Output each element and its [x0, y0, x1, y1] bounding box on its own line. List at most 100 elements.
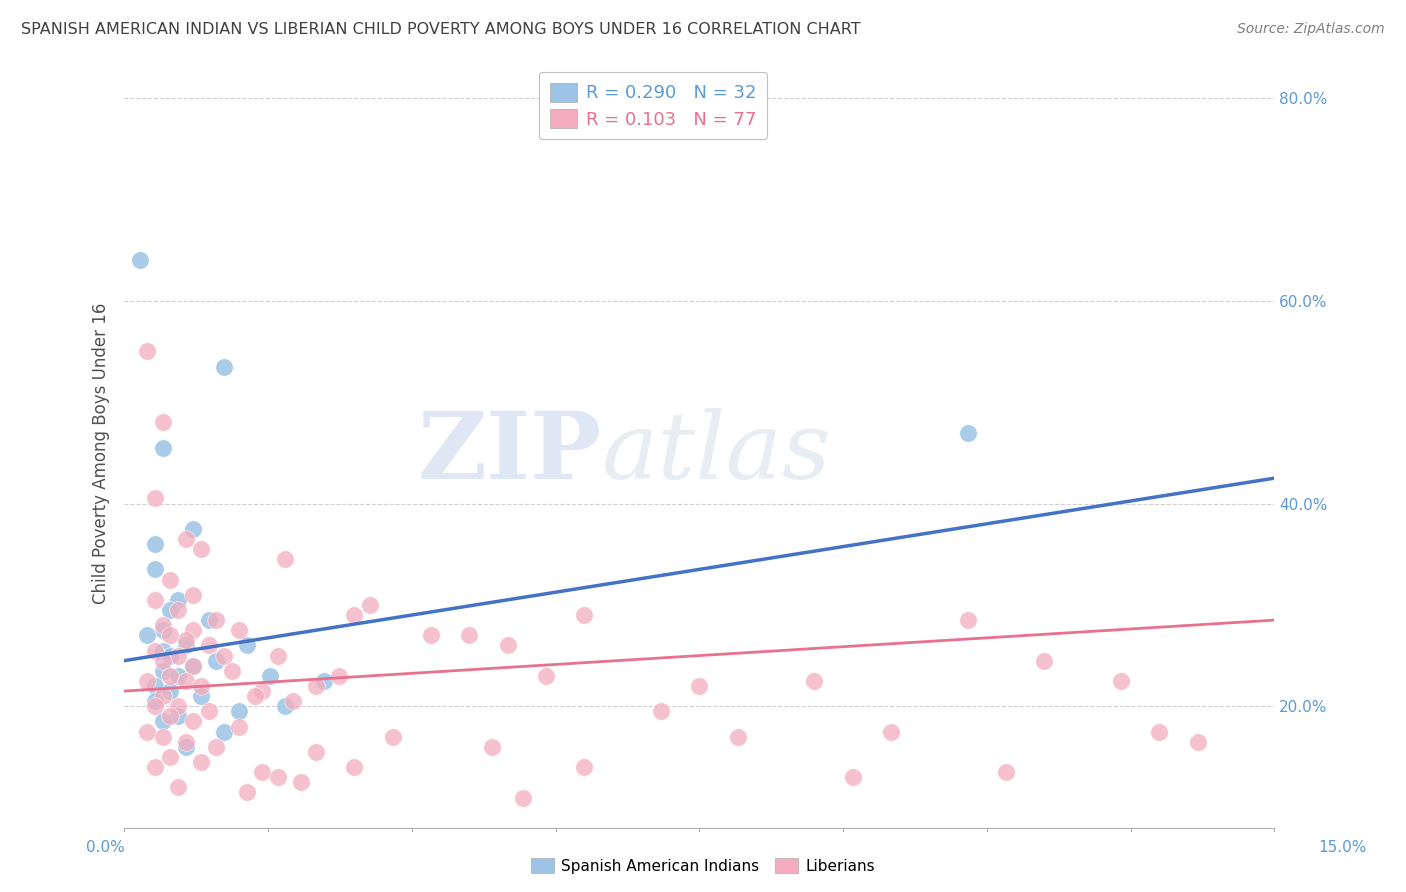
Y-axis label: Child Poverty Among Boys Under 16: Child Poverty Among Boys Under 16	[93, 302, 110, 604]
Point	[181, 658, 204, 673]
Point	[174, 633, 197, 648]
Point	[221, 664, 243, 678]
Point	[181, 714, 204, 729]
Point	[159, 684, 181, 698]
Point	[1149, 724, 1171, 739]
Point	[880, 724, 903, 739]
Point	[574, 760, 596, 774]
Point	[136, 628, 159, 642]
Point	[243, 689, 266, 703]
Point	[159, 573, 181, 587]
Point	[266, 648, 288, 663]
Point	[956, 425, 979, 440]
Point	[956, 613, 979, 627]
Point	[197, 613, 219, 627]
Text: 15.0%: 15.0%	[1319, 840, 1367, 855]
Point	[534, 669, 557, 683]
Point	[574, 607, 596, 622]
Point	[143, 491, 166, 506]
Point	[181, 658, 204, 673]
Point	[197, 639, 219, 653]
Point	[328, 669, 350, 683]
Point	[167, 709, 190, 723]
Point	[305, 745, 328, 759]
Point	[152, 643, 174, 657]
Point	[152, 416, 174, 430]
Point	[143, 699, 166, 714]
Point	[419, 628, 441, 642]
Point	[841, 770, 863, 784]
Point	[650, 704, 672, 718]
Point	[167, 592, 190, 607]
Point	[190, 679, 212, 693]
Point	[167, 699, 190, 714]
Point	[458, 628, 481, 642]
Point	[152, 618, 174, 632]
Point	[159, 669, 181, 683]
Point	[159, 709, 181, 723]
Point	[159, 628, 181, 642]
Point	[159, 648, 181, 663]
Point	[381, 730, 404, 744]
Point	[1033, 654, 1056, 668]
Point	[1187, 735, 1209, 749]
Point	[236, 785, 259, 799]
Point	[252, 765, 274, 780]
Point	[512, 790, 534, 805]
Point	[190, 689, 212, 703]
Point	[266, 770, 288, 784]
Point	[152, 441, 174, 455]
Point	[143, 562, 166, 576]
Legend: R = 0.290   N = 32, R = 0.103   N = 77: R = 0.290 N = 32, R = 0.103 N = 77	[538, 71, 768, 139]
Point	[343, 607, 366, 622]
Point	[259, 669, 281, 683]
Point	[688, 679, 710, 693]
Point	[727, 730, 749, 744]
Point	[281, 694, 304, 708]
Point	[181, 522, 204, 536]
Point	[212, 724, 235, 739]
Point	[143, 694, 166, 708]
Point	[128, 253, 150, 268]
Point	[152, 624, 174, 638]
Point	[995, 765, 1018, 780]
Point	[212, 648, 235, 663]
Point	[205, 739, 228, 754]
Point	[197, 704, 219, 718]
Point	[174, 739, 197, 754]
Point	[143, 592, 166, 607]
Point	[136, 673, 159, 688]
Point	[359, 598, 381, 612]
Point	[305, 679, 328, 693]
Point	[181, 588, 204, 602]
Point	[174, 532, 197, 546]
Point	[228, 624, 250, 638]
Point	[190, 755, 212, 769]
Text: atlas: atlas	[602, 408, 831, 498]
Point	[274, 552, 297, 566]
Point	[159, 750, 181, 764]
Point	[496, 639, 519, 653]
Legend: Spanish American Indians, Liberians: Spanish American Indians, Liberians	[524, 852, 882, 880]
Point	[236, 639, 259, 653]
Point	[228, 720, 250, 734]
Point	[152, 714, 174, 729]
Text: 0.0%: 0.0%	[86, 840, 125, 855]
Point	[481, 739, 503, 754]
Text: SPANISH AMERICAN INDIAN VS LIBERIAN CHILD POVERTY AMONG BOYS UNDER 16 CORRELATIO: SPANISH AMERICAN INDIAN VS LIBERIAN CHIL…	[21, 22, 860, 37]
Point	[152, 689, 174, 703]
Text: Source: ZipAtlas.com: Source: ZipAtlas.com	[1237, 22, 1385, 37]
Point	[167, 603, 190, 617]
Point	[167, 648, 190, 663]
Point	[228, 704, 250, 718]
Point	[136, 344, 159, 359]
Point	[274, 699, 297, 714]
Point	[1109, 673, 1132, 688]
Text: ZIP: ZIP	[418, 408, 602, 498]
Point	[152, 664, 174, 678]
Point	[190, 542, 212, 557]
Point	[252, 684, 274, 698]
Point	[143, 760, 166, 774]
Point	[159, 603, 181, 617]
Point	[143, 643, 166, 657]
